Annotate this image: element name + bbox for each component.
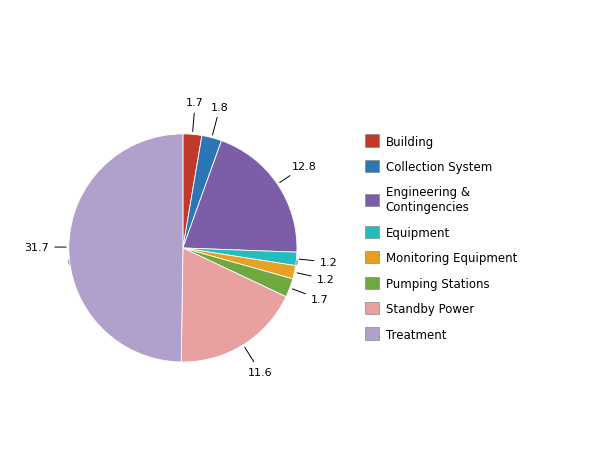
- Polygon shape: [183, 243, 297, 263]
- Text: 31.7: 31.7: [25, 242, 66, 252]
- Text: 1.8: 1.8: [211, 102, 229, 136]
- Polygon shape: [183, 262, 293, 271]
- Polygon shape: [183, 242, 221, 262]
- Wedge shape: [181, 248, 286, 362]
- Text: 1.7: 1.7: [186, 98, 204, 132]
- Wedge shape: [183, 135, 202, 248]
- Wedge shape: [183, 248, 297, 266]
- Text: 1.2: 1.2: [299, 258, 337, 268]
- Text: 1.2: 1.2: [297, 273, 335, 285]
- Legend: Building, Collection System, Engineering &
Contingencies, Equipment, Monitoring : Building, Collection System, Engineering…: [360, 130, 522, 346]
- Polygon shape: [183, 242, 202, 262]
- Polygon shape: [183, 262, 297, 265]
- Polygon shape: [183, 262, 296, 268]
- Polygon shape: [181, 262, 286, 283]
- Wedge shape: [183, 141, 297, 253]
- Wedge shape: [183, 248, 296, 279]
- Text: 12.8: 12.8: [280, 162, 316, 183]
- Text: 1.7: 1.7: [293, 289, 329, 305]
- Wedge shape: [183, 136, 221, 248]
- Polygon shape: [69, 242, 183, 283]
- Wedge shape: [183, 248, 293, 297]
- Wedge shape: [69, 135, 183, 362]
- Text: 11.6: 11.6: [245, 347, 273, 377]
